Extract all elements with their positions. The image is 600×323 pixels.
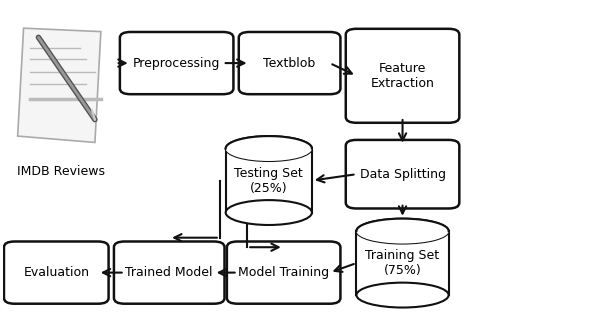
- Ellipse shape: [226, 136, 312, 161]
- Ellipse shape: [356, 283, 449, 307]
- Ellipse shape: [226, 136, 312, 161]
- Text: IMDB Reviews: IMDB Reviews: [17, 165, 105, 178]
- Text: Testing Set
(25%): Testing Set (25%): [235, 167, 303, 194]
- Text: Training Set
(75%): Training Set (75%): [365, 249, 440, 277]
- FancyBboxPatch shape: [239, 32, 340, 94]
- FancyBboxPatch shape: [346, 140, 460, 208]
- FancyBboxPatch shape: [346, 29, 460, 123]
- Ellipse shape: [356, 219, 449, 244]
- Bar: [226, 149, 312, 213]
- Ellipse shape: [356, 219, 449, 244]
- FancyBboxPatch shape: [4, 242, 109, 304]
- Text: Model Training: Model Training: [238, 266, 329, 279]
- Text: Evaluation: Evaluation: [23, 266, 89, 279]
- Text: Data Splitting: Data Splitting: [359, 168, 446, 181]
- Bar: [356, 231, 449, 295]
- Text: Preprocessing: Preprocessing: [133, 57, 220, 69]
- Text: Textblob: Textblob: [263, 57, 316, 69]
- Text: Trained Model: Trained Model: [125, 266, 213, 279]
- Text: Feature
Extraction: Feature Extraction: [371, 62, 434, 90]
- Polygon shape: [17, 28, 101, 142]
- Ellipse shape: [226, 200, 312, 225]
- FancyBboxPatch shape: [114, 242, 224, 304]
- FancyBboxPatch shape: [120, 32, 233, 94]
- FancyBboxPatch shape: [227, 242, 340, 304]
